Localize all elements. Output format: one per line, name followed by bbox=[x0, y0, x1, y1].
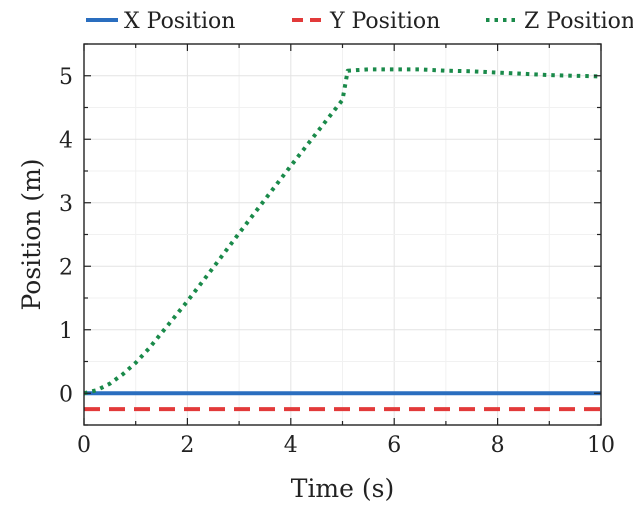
x-tick-label: 10 bbox=[587, 433, 615, 458]
x-tick-label: 6 bbox=[387, 433, 401, 458]
y-tick-label: 3 bbox=[59, 192, 73, 217]
x-tick-label: 8 bbox=[491, 433, 505, 458]
legend-label: Z Position bbox=[524, 9, 633, 34]
y-tick-label: 2 bbox=[59, 255, 73, 280]
series-lines bbox=[83, 67, 602, 412]
y-tick-label: 5 bbox=[59, 65, 73, 90]
grid bbox=[83, 43, 602, 426]
legend-label: Y Position bbox=[329, 9, 440, 34]
tick-labels: 0 2 4 6 8 10 0 1 2 3 4 5 bbox=[59, 65, 615, 458]
x-tick-label: 4 bbox=[284, 433, 298, 458]
y-axis-label: Position (m) bbox=[17, 158, 46, 310]
y-tick-label: 1 bbox=[59, 319, 73, 344]
axis-ticks bbox=[83, 43, 602, 426]
y-tick-label: 0 bbox=[59, 382, 73, 407]
x-tick-label: 0 bbox=[77, 433, 91, 458]
legend-label: X Position bbox=[124, 9, 235, 34]
y-tick-label: 4 bbox=[59, 128, 73, 153]
series-line-z-position bbox=[83, 67, 602, 396]
legend: X Position Y Position Z Position bbox=[86, 9, 633, 34]
x-tick-label: 2 bbox=[180, 433, 194, 458]
x-axis-label: Time (s) bbox=[291, 474, 394, 503]
